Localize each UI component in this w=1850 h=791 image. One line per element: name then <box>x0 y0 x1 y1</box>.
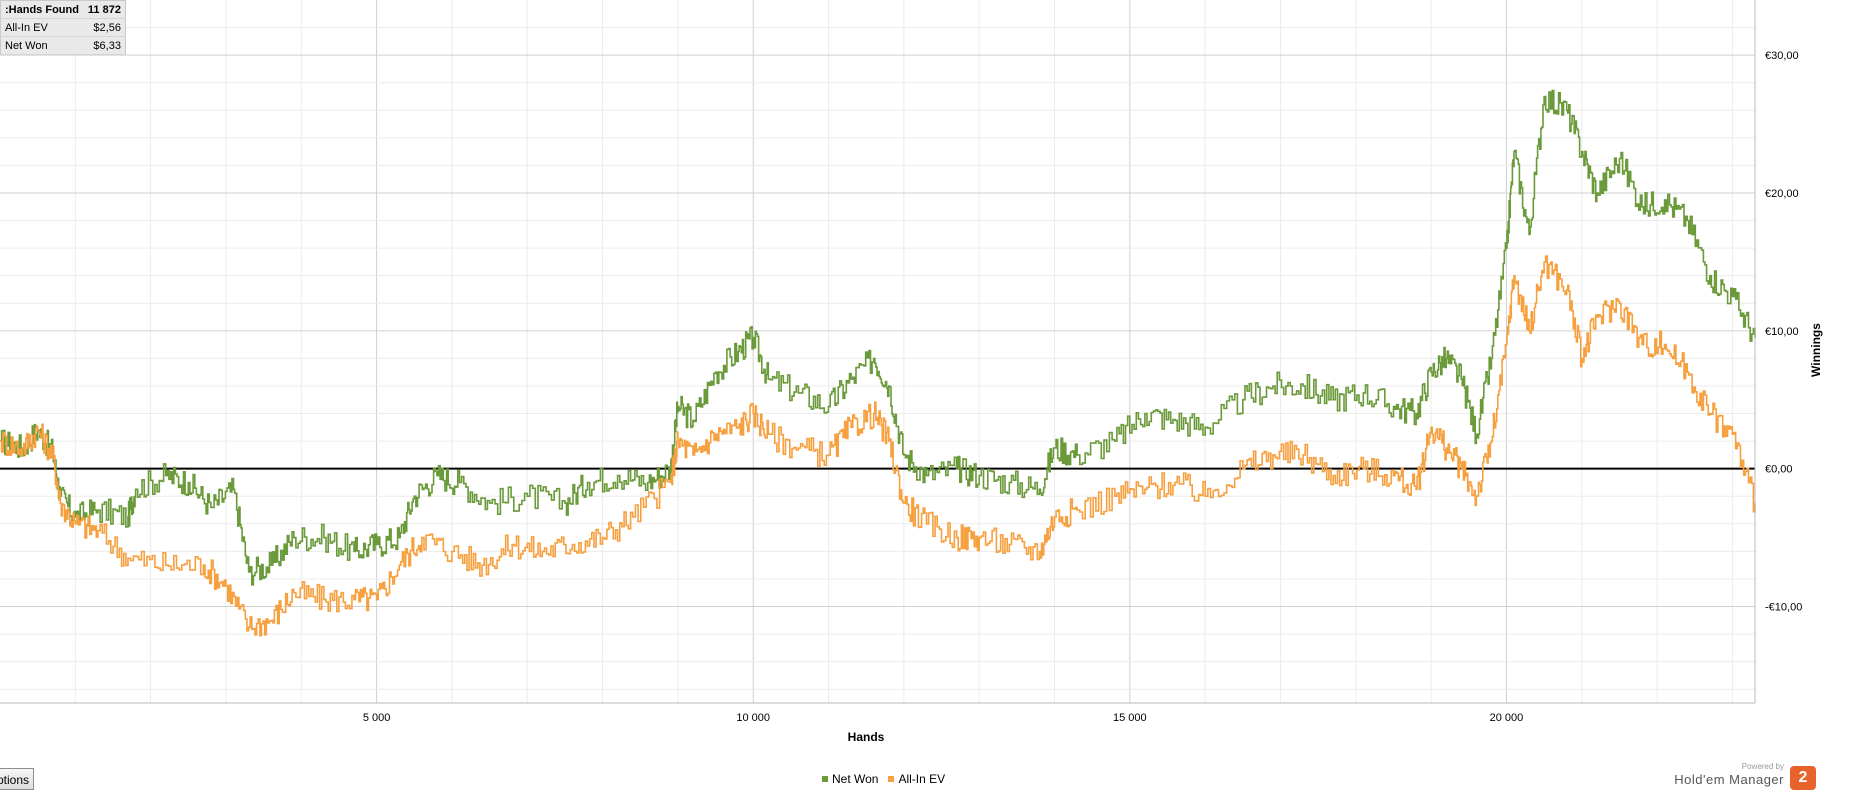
y-tick-label: -€10,00 <box>1765 602 1802 614</box>
chart-grid <box>0 0 1755 703</box>
chart-series <box>0 89 1756 637</box>
y-axis-label: Winnings <box>1809 323 1823 377</box>
y-tick-label: €30,00 <box>1765 50 1799 62</box>
series-line-net-won <box>0 89 1756 586</box>
chart-axes: 5 000 10 000 15 000 20 000 -€10,00 €0,00 €10,0… <box>0 0 1802 724</box>
chart-legend: Net Won All-In EV <box>822 772 945 786</box>
legend-item-net-won[interactable]: Net Won <box>822 772 878 786</box>
x-tick-label: 10 000 <box>736 712 770 724</box>
stats-row-allin-ev: All-In EV $2,56 <box>0 18 126 37</box>
x-tick-label: 20 000 <box>1490 712 1524 724</box>
powered-by-text: Powered by <box>1741 762 1784 771</box>
stats-label: Net Won <box>0 36 83 55</box>
series-line-all-in-ev <box>0 255 1756 637</box>
stats-label: All-In EV <box>0 18 83 37</box>
stats-table: Hands Found: 11 872 All-In EV $2,56 Net … <box>0 0 126 55</box>
x-axis-label: Hands <box>848 730 885 744</box>
stats-row-hands: Hands Found: 11 872 <box>0 0 126 19</box>
legend-swatch-all-in-ev <box>888 776 895 782</box>
x-tick-label: 5 000 <box>363 712 391 724</box>
brand-logo: Powered by Hold'em Manager 2 <box>1670 760 1830 790</box>
stats-value: $6,33 <box>82 36 126 55</box>
hm2-logo-icon: 2 <box>1790 766 1816 790</box>
stats-label: Hands Found: <box>0 0 83 19</box>
legend-label: Net Won <box>832 772 879 786</box>
stats-value: $2,56 <box>82 18 126 37</box>
x-tick-label: 15 000 <box>1113 712 1147 724</box>
legend-item-all-in-ev[interactable]: All-In EV <box>888 772 945 786</box>
y-tick-label: €10,00 <box>1765 326 1799 338</box>
stats-row-net-won: Net Won $6,33 <box>0 36 126 55</box>
y-tick-label: €20,00 <box>1765 188 1799 200</box>
legend-swatch-net-won <box>822 776 828 782</box>
brand-name: Hold'em Manager <box>1674 772 1784 787</box>
stats-value: 11 872 <box>82 0 126 19</box>
options-button[interactable]: Options <box>0 768 34 790</box>
y-tick-label: €0,00 <box>1765 464 1793 476</box>
legend-label: All-In EV <box>898 772 946 786</box>
